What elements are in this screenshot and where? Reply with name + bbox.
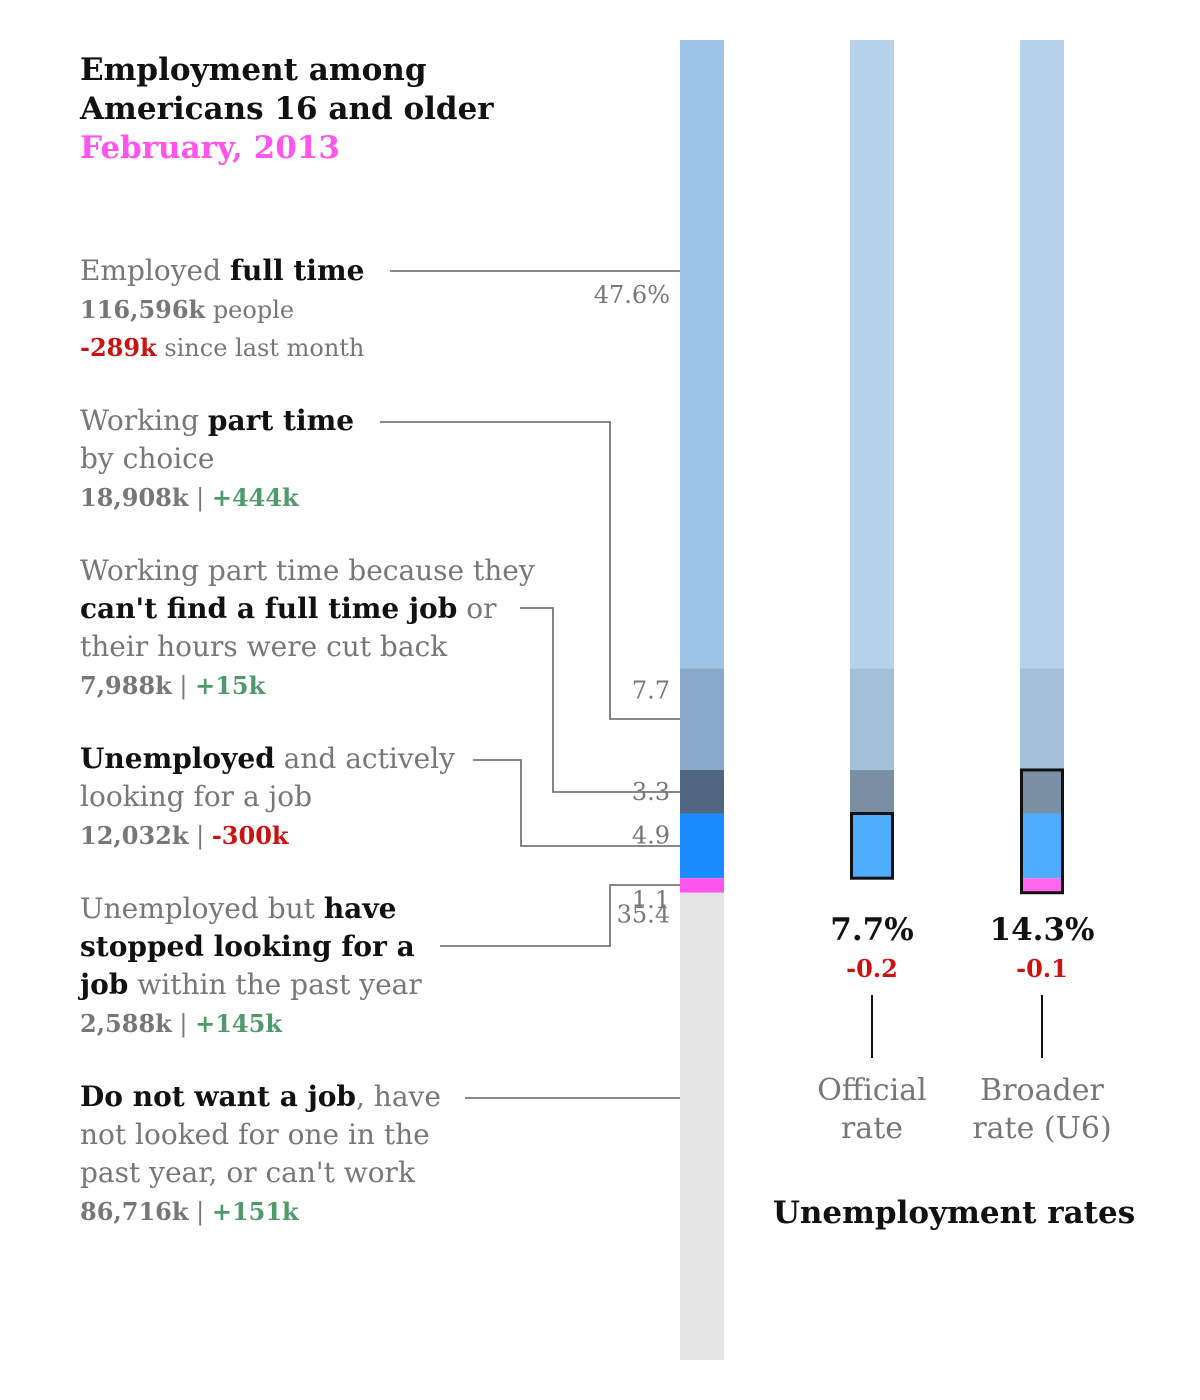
stat-not-want-job: 86,716k | +151k [80, 1197, 300, 1227]
label-part-time-forced: Working part time because they can't find… [80, 554, 535, 701]
unemployment-rates-title: Unemployment rates [773, 1195, 1135, 1231]
segment-part-time-choice [680, 668, 724, 770]
rate-change: -0.1 [1016, 954, 1068, 983]
rate-bar-outline [1020, 768, 1064, 895]
rate-bar-part-time-forced [1020, 769, 1064, 814]
leader-line [440, 884, 680, 947]
label-text-line: Unemployed and actively [80, 742, 455, 775]
rate-value: 7.7% [830, 912, 913, 948]
rate-name-line: rate (U6) [972, 1111, 1111, 1146]
stat-stopped-looking: 2,588k | +145k [80, 1009, 283, 1039]
rate-name-line: Broader [980, 1073, 1104, 1108]
rate-bar-outline [850, 812, 894, 880]
rate-bar-unemployed [850, 813, 894, 879]
label-full-time: Employed full time 116,596k people -289k s… [80, 254, 364, 362]
category-labels: Employed full time 116,596k people -289k s… [77, 254, 680, 1227]
chart-title-line: Americans 16 and older [79, 91, 494, 127]
label-text-line: Working part time because they [80, 554, 535, 587]
percent-label: 35.4 [617, 901, 670, 929]
leader-line [520, 607, 680, 793]
segment-part-time-forced [680, 769, 724, 814]
percent-label: 47.6% [594, 281, 670, 309]
label-text-line: looking for a job [80, 780, 312, 813]
rate-value: 14.3% [990, 912, 1095, 948]
label-stopped-looking: Unemployed but have stopped looking for a… [77, 892, 422, 1039]
stat-part-time-forced: 7,988k | +15k [80, 671, 267, 701]
stat-unemployed-looking: 12,032k | -300k [80, 821, 290, 851]
broader-rate-bar [1020, 40, 1064, 895]
rate-bar-part-time-forced [850, 769, 894, 814]
rate-bar-part-time-choice [850, 668, 894, 770]
stat-part-time-choice: 18,908k | +444k [80, 483, 300, 513]
official-rate-bar [850, 40, 894, 880]
segment-not-want-job [680, 892, 724, 1360]
label-text-line: Unemployed but have [80, 892, 396, 925]
label-text-line: past year, or can't work [80, 1156, 416, 1189]
rate-bar-stopped-looking [1020, 878, 1064, 893]
label-part-time-choice: Working part time by choice 18,908k | +444… [80, 404, 354, 513]
label-unemployed-looking: Unemployed and actively looking for a job… [80, 742, 455, 851]
rate-name-line: rate [841, 1111, 903, 1146]
segment-unemployed-looking [680, 813, 724, 879]
percent-label: 4.9 [632, 822, 670, 850]
label-text-line: by choice [80, 442, 214, 475]
label-text-line: Working part time [80, 404, 354, 437]
label-text-line: job within the past year [77, 968, 422, 1001]
chart-subtitle: February, 2013 [80, 130, 340, 166]
label-not-want-job: Do not want a job, have not looked for on… [80, 1080, 441, 1227]
leader-line [380, 421, 680, 720]
rate-bar-unemployed [1020, 813, 1064, 879]
label-text-line: not looked for one in the [80, 1118, 430, 1151]
percent-label: 7.7 [632, 676, 670, 704]
rate-bar-background [850, 40, 894, 669]
label-text-line: Do not want a job, have [80, 1080, 441, 1113]
chart-title-line: Employment among [80, 52, 427, 88]
segment-stopped-looking [680, 878, 724, 893]
segment-full-time [680, 40, 724, 669]
label-text-line: stopped looking for a [80, 930, 415, 963]
label-text-line: their hours were cut back [80, 630, 448, 663]
employment-stacked-bar: 47.6%7.73.34.91.135.4 [594, 40, 724, 1360]
rate-name-line: Official [817, 1073, 926, 1108]
stat-full-time-change: -289k since last month [80, 333, 364, 362]
rate-bar-background [1020, 40, 1064, 669]
rate-bar-part-time-choice [1020, 668, 1064, 770]
label-text-line: Employed full time [80, 254, 364, 287]
label-text-line: can't find a full time job or [80, 592, 497, 625]
percent-label: 1.1 [632, 886, 670, 914]
rate-change: -0.2 [846, 954, 898, 983]
stat-full-time-people: 116,596k people [80, 295, 294, 324]
leader-line [473, 759, 680, 847]
